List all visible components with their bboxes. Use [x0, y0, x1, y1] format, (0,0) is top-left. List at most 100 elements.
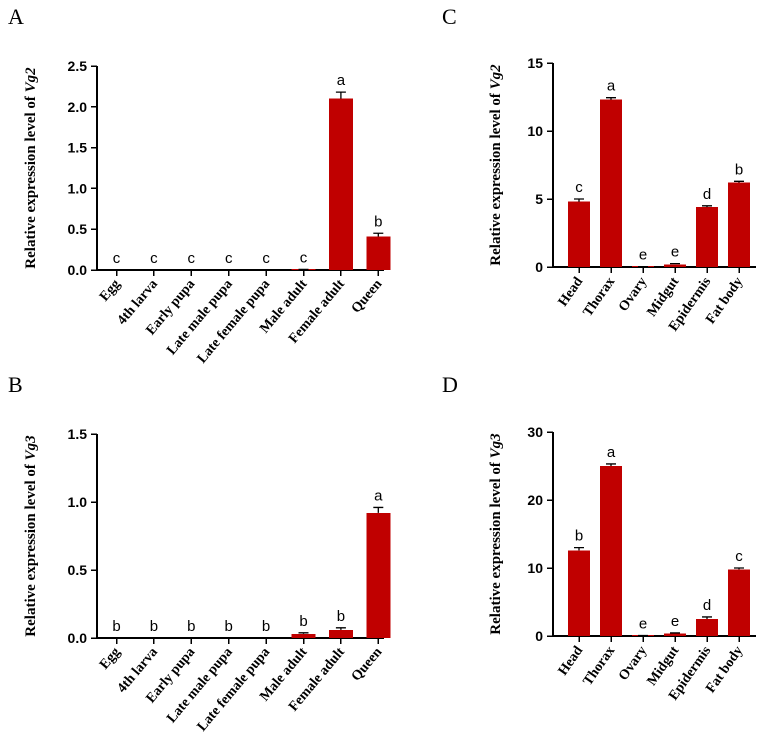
y-axis-label: Relative expression level of Vg2 [488, 64, 504, 266]
y-axis-label-gene: Vg2 [488, 64, 504, 90]
error-bar [335, 91, 346, 99]
y-axis-label: Relative expression level of Vg2 [23, 67, 39, 269]
y-axis-label-gene: Vg2 [23, 67, 39, 93]
x-tick-label: Late male pupa [164, 645, 235, 726]
y-axis-label-text: Relative expression level of [488, 458, 504, 634]
y-tick-label: 5 [535, 191, 543, 207]
significance-letter: b [337, 608, 345, 625]
significance-letter: a [337, 72, 346, 89]
bar-fat-body [728, 182, 750, 267]
significance-letter: c [150, 250, 158, 267]
x-tick-label: Thorax [581, 275, 619, 320]
y-tick-label: 20 [527, 492, 543, 508]
y-tick-label: 2.5 [68, 58, 88, 74]
error-bar [734, 567, 744, 570]
bar-epidermis [696, 619, 718, 636]
error-bar [373, 232, 384, 237]
y-tick-label: 30 [527, 424, 543, 440]
bar-midgut [664, 633, 686, 636]
significance-letter: a [607, 444, 616, 461]
significance-letter: d [703, 186, 711, 203]
significance-letter: b [225, 618, 233, 635]
bar-female-adult [328, 98, 353, 270]
bar-head [568, 550, 590, 636]
significance-letter: c [262, 250, 270, 267]
significance-letter: b [150, 618, 158, 635]
significance-letter: b [262, 618, 270, 635]
bar-queen [366, 512, 391, 638]
error-bar [373, 506, 384, 513]
y-axis-label-text: Relative expression level of [23, 92, 39, 268]
y-tick-label: 1.5 [68, 140, 88, 156]
bar-epidermis [696, 207, 718, 267]
significance-letter: c [575, 179, 583, 196]
chart-panel-b: B Relative expression level of Vg3 0.0 0.5 1… [8, 372, 391, 734]
significance-letter: e [671, 613, 679, 630]
y-axis-label-text: Relative expression level of [23, 460, 39, 636]
y-tick-label: 0.0 [68, 262, 88, 278]
x-tick-label: Head [556, 275, 587, 310]
bar-female-adult [328, 629, 353, 638]
x-tick-label: Egg [97, 645, 123, 673]
significance-letter: d [703, 597, 711, 614]
significance-letter: c [113, 250, 121, 267]
significance-letter: c [188, 250, 196, 267]
x-tick-label: Queen [349, 645, 386, 685]
bar-thorax [600, 99, 622, 267]
x-tick-label: Egg [97, 277, 123, 305]
error-bar [606, 97, 616, 100]
y-tick-label: 10 [527, 123, 543, 139]
significance-letter: b [187, 618, 195, 635]
x-tick-label: Queen [349, 277, 386, 317]
significance-letter: b [575, 528, 583, 545]
y-tick-label: 1.5 [68, 426, 88, 442]
y-tick-label: 1.0 [68, 180, 88, 196]
y-tick-label: 0 [535, 259, 543, 275]
significance-letter: c [300, 249, 308, 266]
x-tick-label: Late male pupa [164, 277, 235, 358]
y-tick-label: 1.0 [68, 494, 88, 510]
significance-letter: e [639, 247, 647, 264]
error-bar [606, 463, 616, 466]
panel-letter-a: A [8, 4, 24, 29]
significance-letter: c [225, 250, 233, 267]
y-axis-label-gene: Vg3 [488, 433, 504, 459]
error-bar [670, 262, 680, 265]
significance-letter: a [607, 78, 616, 95]
bar-thorax [600, 466, 622, 636]
bar-midgut [664, 264, 686, 267]
error-bar [574, 546, 584, 551]
y-axis-label: Relative expression level of Vg3 [488, 433, 504, 635]
chart-panel-c: C Relative expression level of Vg2 0 5 10 15 c… [442, 4, 756, 334]
chart-panel-d: D Relative expression level of Vg3 0 10 20 30… [442, 372, 756, 703]
y-tick-label: 0.5 [68, 562, 88, 578]
error-bar [734, 180, 744, 183]
panel-letter-b: B [8, 372, 23, 397]
panel-letter-c: C [442, 4, 457, 29]
significance-letter: a [374, 487, 383, 504]
significance-letter: c [735, 548, 743, 565]
error-bar [335, 627, 346, 630]
bar-queen [366, 236, 391, 270]
y-tick-label: 0 [535, 628, 543, 644]
y-axis-label-gene: Vg3 [23, 435, 39, 461]
significance-letter: e [639, 616, 647, 633]
panel-letter-d: D [442, 372, 458, 397]
significance-letter: e [671, 244, 679, 261]
x-tick-label: Head [556, 644, 587, 679]
y-tick-label: 2.0 [68, 99, 88, 115]
significance-letter: b [374, 213, 382, 230]
y-tick-label: 10 [527, 560, 543, 576]
significance-letter: b [112, 618, 120, 635]
chart-panel-a: A Relative expression level of Vg2 0.0 0.5 1… [8, 4, 391, 366]
significance-letter: b [299, 613, 307, 630]
bar-male-adult [291, 633, 316, 638]
error-bar [702, 616, 712, 619]
error-bar [298, 632, 309, 634]
bar-fat-body [728, 569, 750, 636]
y-tick-label: 15 [527, 55, 543, 71]
y-tick-label: 0.0 [68, 630, 88, 646]
y-axis-label: Relative expression level of Vg3 [23, 435, 39, 637]
y-axis-label-text: Relative expression level of [488, 89, 504, 265]
